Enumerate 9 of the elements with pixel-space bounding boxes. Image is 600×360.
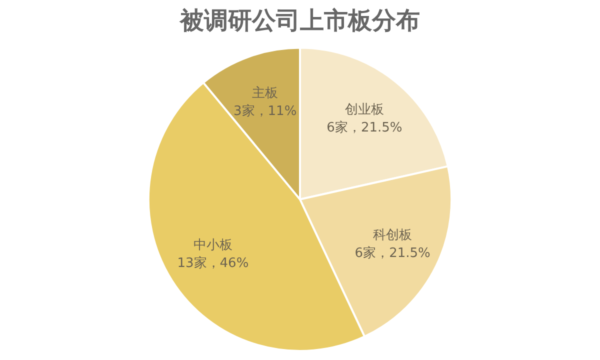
data-label: 6家，21.5% bbox=[354, 245, 430, 262]
slice-label: 中小板 bbox=[193, 238, 232, 254]
slice-label: 主板 bbox=[252, 84, 278, 101]
chart-title: 被调研公司上市板分布 bbox=[179, 6, 420, 35]
data-label: 3家，11% bbox=[233, 102, 297, 119]
data-label: 6家，21.5% bbox=[326, 119, 402, 136]
slice-label: 科创板 bbox=[373, 228, 412, 244]
data-label: 13家，46% bbox=[177, 255, 249, 272]
slice-label: 创业板 bbox=[344, 102, 384, 118]
